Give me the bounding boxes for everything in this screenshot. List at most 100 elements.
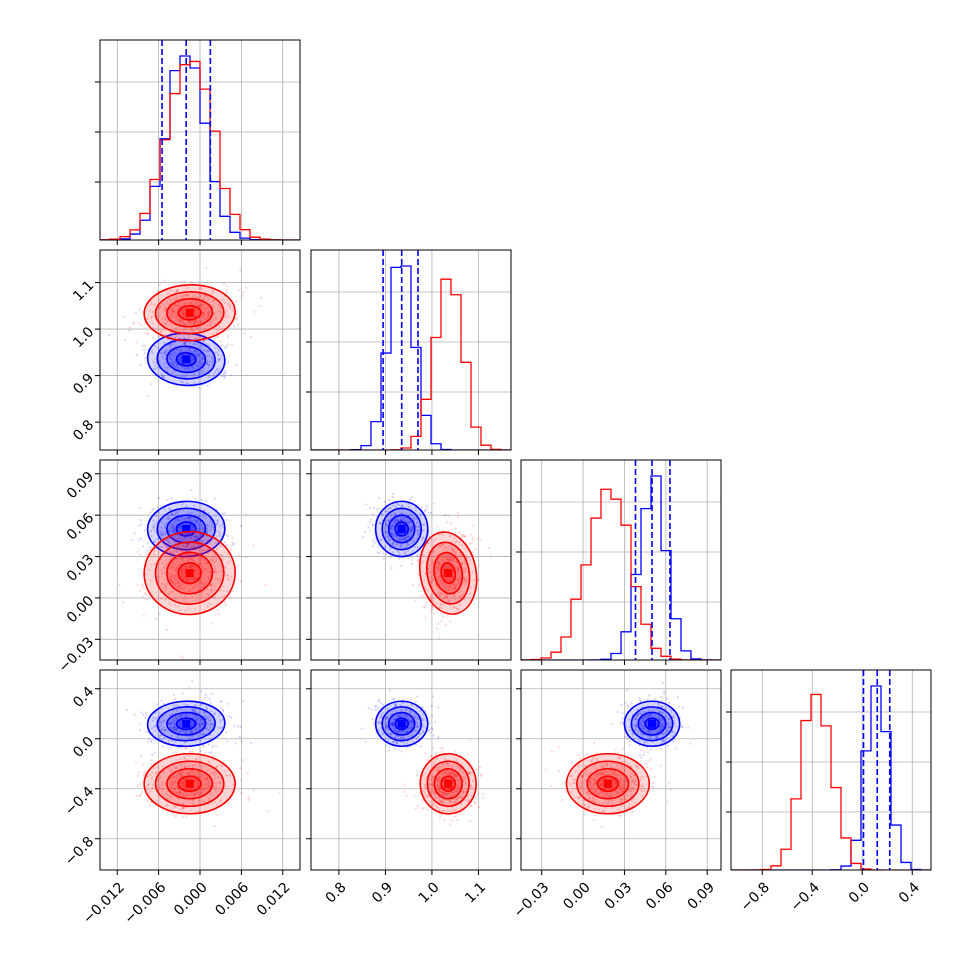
scatter-point: [469, 739, 471, 741]
scatter-point: [462, 533, 464, 535]
scatter-point: [601, 826, 603, 828]
gridlines: [521, 460, 721, 660]
scatter-point: [682, 707, 684, 709]
scatter-point: [422, 800, 424, 802]
scatter-point: [471, 805, 473, 807]
scatter-point: [433, 612, 435, 614]
scatter-point: [224, 347, 226, 349]
scatter-point: [424, 752, 426, 754]
scatter-point: [431, 705, 433, 707]
scatter-point: [418, 584, 420, 586]
scatter-point: [436, 526, 438, 528]
scatter-point: [145, 599, 147, 601]
scatter-point: [474, 801, 476, 803]
scatter-point: [405, 795, 407, 797]
scatter-point: [139, 784, 141, 786]
scatter-point: [147, 332, 149, 334]
scatter-point: [470, 534, 472, 536]
scatter-point: [208, 698, 210, 700]
scatter-point: [236, 565, 238, 567]
scatter-point: [428, 512, 430, 514]
density-peak: [186, 309, 194, 317]
scatter-point: [278, 792, 280, 794]
scatter-point: [426, 809, 428, 811]
scatter-point: [640, 757, 642, 759]
scatter-point: [666, 698, 668, 700]
scatter-point: [140, 755, 142, 757]
scatter-point: [203, 510, 205, 512]
scatter-point: [235, 364, 237, 366]
scatter-point: [212, 744, 214, 746]
scatter-point: [191, 751, 193, 753]
scatter-point: [173, 751, 175, 753]
scatter-point: [218, 335, 220, 337]
scatter-point: [457, 515, 459, 517]
scatter-point: [143, 772, 145, 774]
scatter-point: [478, 806, 480, 808]
scatter-point: [213, 755, 215, 757]
scatter-point: [184, 280, 186, 282]
scatter-point: [174, 698, 176, 700]
panel-ticks: [516, 502, 707, 665]
scatter-point: [650, 758, 652, 760]
scatter-point: [430, 611, 432, 613]
scatter-point: [195, 498, 197, 500]
scatter-point: [464, 535, 466, 537]
scatter-point: [166, 629, 168, 631]
scatter-point: [144, 717, 146, 719]
scatter-point: [169, 747, 171, 749]
scatter-point: [250, 336, 252, 338]
density-peak: [398, 720, 406, 728]
scatter-point: [420, 745, 422, 747]
scatter-point: [647, 699, 649, 701]
scatter-point: [213, 339, 215, 341]
scatter-point: [400, 565, 402, 567]
scatter-point: [416, 695, 418, 697]
scatter-point: [377, 546, 379, 548]
scatter-point: [227, 336, 229, 338]
scatter-point: [624, 736, 626, 738]
scatter-point: [424, 509, 426, 511]
scatter-point: [621, 718, 623, 720]
scatter-point: [383, 558, 385, 560]
scatter-point: [639, 754, 641, 756]
scatter-point: [218, 533, 220, 535]
scatter-point: [191, 680, 193, 682]
scatter-point: [611, 723, 613, 725]
scatter-point: [145, 712, 147, 714]
scatter-point: [184, 748, 186, 750]
scatter-point: [226, 285, 228, 287]
scatter-point: [208, 743, 210, 745]
scatter-point: [211, 751, 213, 753]
scatter-point: [163, 742, 165, 744]
scatter-point: [245, 556, 247, 558]
scatter-point: [180, 747, 182, 749]
scatter-point: [207, 385, 209, 387]
scatter-point: [139, 308, 141, 310]
scatter-point: [141, 585, 143, 587]
scatter-point: [374, 705, 376, 707]
scatter-point: [373, 507, 375, 509]
scatter-point: [670, 788, 672, 790]
scatter-point: [184, 352, 186, 354]
scatter-point: [477, 793, 479, 795]
scatter-point: [417, 573, 419, 575]
density-panel: [126, 680, 281, 827]
scatter-point: [239, 269, 241, 271]
scatter-point: [138, 539, 140, 541]
scatter-point: [378, 497, 380, 499]
scatter-point: [253, 789, 255, 791]
scatter-point: [426, 505, 428, 507]
scatter-point: [237, 725, 239, 727]
scatter-point: [472, 525, 474, 527]
scatter-point: [147, 542, 149, 544]
scatter-point: [620, 721, 622, 723]
scatter-point: [404, 791, 406, 793]
scatter-point: [472, 539, 474, 541]
scatter-point: [139, 554, 141, 556]
scatter-point: [413, 795, 415, 797]
scatter-point: [430, 512, 432, 514]
scatter-point: [638, 697, 640, 699]
scatter-point: [482, 796, 484, 798]
scatter-point: [122, 602, 124, 604]
